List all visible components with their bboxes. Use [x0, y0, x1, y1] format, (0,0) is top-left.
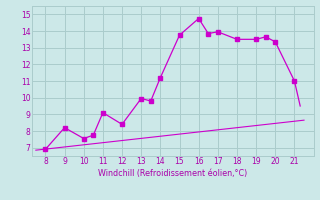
X-axis label: Windchill (Refroidissement éolien,°C): Windchill (Refroidissement éolien,°C) [98, 169, 247, 178]
